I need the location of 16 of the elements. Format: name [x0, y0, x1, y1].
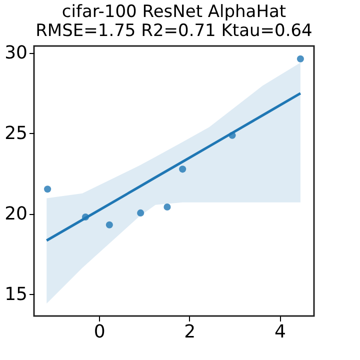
- x-tick-label: 4: [274, 322, 286, 342]
- y-tick-label: 30: [4, 42, 28, 64]
- line-series: [45, 92, 302, 242]
- y-tick-label: 15: [4, 284, 28, 305]
- point: [44, 186, 52, 193]
- point: [179, 166, 186, 173]
- point: [106, 221, 113, 228]
- chart-title: cifar-100 ResNet AlphaHat: [62, 2, 286, 22]
- point: [137, 209, 144, 216]
- chart-subtitle: RMSE=1.75 R2=0.71 Ktau=0.64: [36, 20, 312, 41]
- x-tick-label: 0: [94, 322, 106, 342]
- x-tick-label: 2: [184, 322, 196, 342]
- y-tick-label: 20: [4, 203, 28, 224]
- point: [296, 55, 304, 62]
- point: [164, 203, 171, 211]
- y-tick-label: 25: [4, 122, 28, 144]
